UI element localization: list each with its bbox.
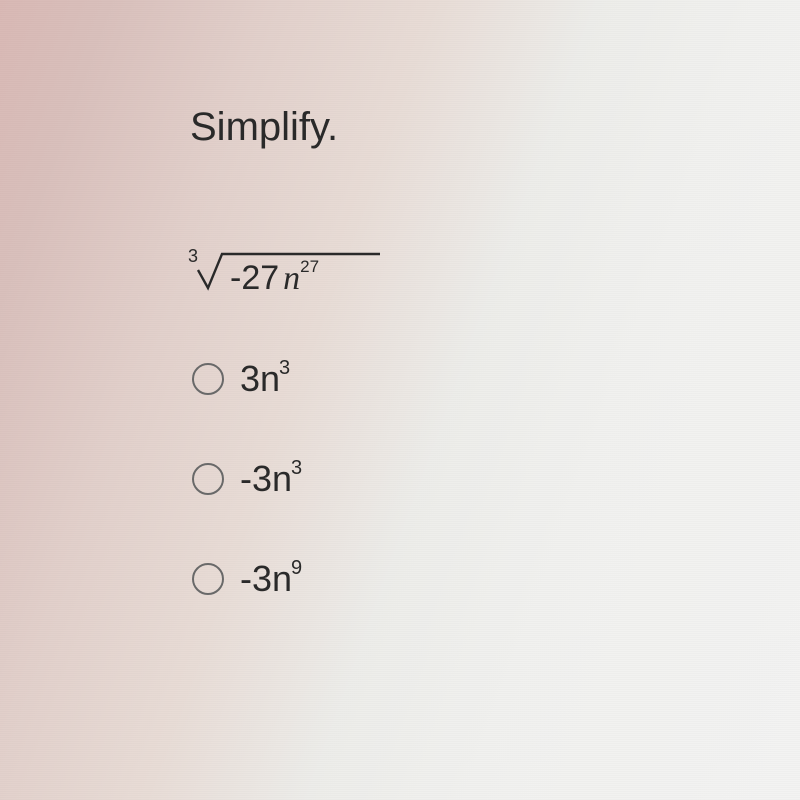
radio-icon[interactable] <box>192 463 224 495</box>
question-block: Simplify. 3 -27n27 3n3 -3n3 -3n9 <box>190 105 338 658</box>
answer-options: 3n3 -3n3 -3n9 <box>192 358 338 600</box>
option-1[interactable]: 3n3 <box>192 358 338 400</box>
radicand-var: n <box>279 260 302 297</box>
option-3[interactable]: -3n9 <box>192 558 338 600</box>
radicand-exp: 27 <box>300 257 319 276</box>
option-label: 3n3 <box>240 358 291 400</box>
option-coeff: 3n <box>240 358 280 399</box>
option-label: -3n3 <box>240 458 303 500</box>
radicand: -27n27 <box>230 259 321 298</box>
option-exp: 3 <box>279 357 290 379</box>
option-label: -3n9 <box>240 558 303 600</box>
radio-icon[interactable] <box>192 363 224 395</box>
radio-icon[interactable] <box>192 563 224 595</box>
option-exp: 3 <box>291 457 302 479</box>
radicand-coeff: -27 <box>230 259 279 297</box>
option-exp: 9 <box>291 557 302 579</box>
option-2[interactable]: -3n3 <box>192 458 338 500</box>
question-prompt: Simplify. <box>190 105 338 150</box>
radical-expression: 3 -27n27 <box>190 246 338 306</box>
option-coeff: -3n <box>240 458 292 499</box>
option-coeff: -3n <box>240 558 292 599</box>
